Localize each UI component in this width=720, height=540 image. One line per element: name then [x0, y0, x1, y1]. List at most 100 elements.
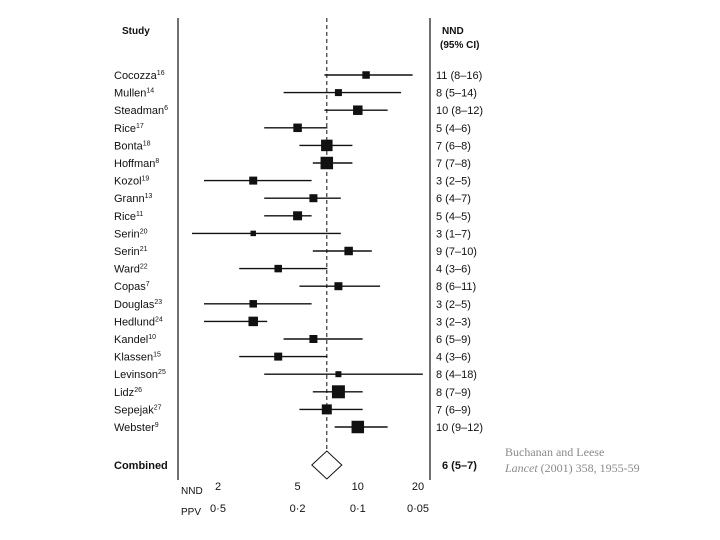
study-label: Sepejak27 — [114, 404, 162, 416]
study-label: Mullen14 — [114, 88, 154, 100]
point-estimate-marker — [274, 352, 283, 361]
nnd-ci-label: 7 (6–8) — [436, 140, 471, 152]
study-label: Hoffman8 — [114, 158, 159, 170]
point-estimate-marker — [250, 230, 256, 237]
nnd-ci-label: 3 (1–7) — [436, 228, 471, 240]
combined-label: Combined — [114, 460, 168, 472]
study-label: Kandel10 — [114, 334, 156, 346]
point-estimate-marker — [293, 123, 302, 133]
study-row: Levinson25 8 (4–18) — [114, 369, 477, 381]
point-estimate-marker — [334, 89, 342, 97]
study-row: Cocozza16 11 (8–16) — [114, 70, 482, 82]
nnd-ci-label: 6 (4–7) — [436, 193, 471, 205]
nnd-ci-label: 11 (8–16) — [436, 70, 482, 82]
study-row: Sepejak27 7 (6–9) — [114, 404, 471, 416]
study-row: Rice17 5 (4–6) — [114, 123, 471, 135]
ppv-tick-label: 0·1 — [350, 503, 366, 515]
nnd-ci-label: 6 (5–9) — [436, 334, 471, 346]
study-row: Kandel10 6 (5–9) — [114, 334, 471, 346]
point-estimate-marker — [331, 385, 345, 399]
study-row: Copas7 8 (6–11) — [114, 281, 476, 293]
study-row: Serin21 9 (7–10) — [114, 246, 477, 258]
ppv-tick-label: 0·5 — [210, 503, 226, 515]
study-row: Grann13 6 (4–7) — [114, 193, 471, 205]
nnd-ci-label: 3 (2–5) — [436, 176, 471, 188]
nnd-tick-label: 10 — [352, 481, 364, 493]
study-row: Serin20 3 (1–7) — [114, 228, 471, 240]
nnd-ci-label: 5 (4–5) — [436, 211, 471, 223]
study-row: Rice11 5 (4–5) — [114, 211, 471, 223]
point-estimate-marker — [320, 156, 334, 170]
point-estimate-marker — [321, 404, 332, 415]
study-row: Douglas23 3 (2–5) — [114, 299, 471, 311]
study-label: Ward22 — [114, 264, 148, 276]
citation-journal: Lancet — [505, 461, 538, 475]
study-row: Kozol19 3 (2–5) — [114, 176, 471, 188]
nnd-ci-column-header: (95% CI) — [440, 40, 479, 51]
point-estimate-marker — [335, 371, 342, 378]
point-estimate-marker — [344, 246, 353, 256]
study-row: Mullen14 8 (5–14) — [114, 88, 477, 100]
point-estimate-marker — [249, 176, 258, 185]
study-label: Hedlund24 — [114, 316, 163, 328]
combined-diamond — [311, 450, 343, 480]
study-row: Hoffman8 7 (7–8) — [114, 156, 471, 170]
nnd-ci-label: 3 (2–3) — [436, 316, 471, 328]
citation-authors: Buchanan and Leese — [505, 445, 605, 459]
study-row: Lidz26 8 (7–9) — [114, 385, 471, 399]
nnd-tick-label: 5 — [295, 481, 301, 493]
study-label: Bonta18 — [114, 140, 151, 152]
study-label: Levinson25 — [114, 369, 166, 381]
point-estimate-marker — [309, 335, 318, 343]
study-label: Webster9 — [114, 422, 159, 434]
point-estimate-marker — [274, 264, 282, 273]
study-label: Serin20 — [114, 228, 148, 240]
nnd-ci-label: 7 (7–8) — [436, 158, 471, 170]
nnd-ci-label: 8 (5–14) — [436, 88, 477, 100]
nnd-axis-name: NND — [181, 486, 203, 497]
study-row: Steadman6 10 (8–12) — [114, 105, 483, 117]
study-row: Klassen15 4 (3–6) — [114, 352, 471, 364]
nnd-ci-label: 3 (2–5) — [436, 299, 471, 311]
nnd-ci-label: 4 (3–6) — [436, 352, 471, 364]
citation-details: (2001) 358, 1955-59 — [537, 461, 640, 475]
nnd-ci-label: 10 (9–12) — [436, 422, 483, 434]
study-label: Douglas23 — [114, 299, 162, 311]
nnd-ci-label: 8 (6–11) — [436, 281, 476, 293]
point-estimate-marker — [362, 71, 370, 79]
study-row: Bonta18 7 (6–8) — [114, 139, 471, 152]
ppv-tick-label: 0·05 — [407, 503, 429, 515]
study-label: Rice17 — [114, 123, 144, 135]
study-label: Serin21 — [114, 246, 148, 258]
point-estimate-marker — [321, 139, 333, 152]
study-row: Ward22 4 (3–6) — [114, 264, 471, 276]
nnd-ci-label: 4 (3–6) — [436, 264, 471, 276]
combined-nnd-ci-label: 6 (5–7) — [442, 460, 477, 472]
point-estimate-marker — [248, 316, 258, 327]
study-label: Steadman6 — [114, 105, 168, 117]
nnd-tick-label: 20 — [412, 481, 424, 493]
nnd-column-header: NND — [442, 26, 464, 37]
study-column-header: Study — [122, 26, 150, 37]
study-label: Kozol19 — [114, 176, 149, 188]
nnd-ci-label: 5 (4–6) — [436, 123, 471, 135]
study-row: Webster9 10 (9–12) — [114, 420, 483, 434]
study-label: Cocozza16 — [114, 70, 165, 82]
citation: Buchanan and Leese Lancet (2001) 358, 19… — [505, 444, 685, 476]
nnd-ci-label: 7 (6–9) — [436, 404, 471, 416]
point-estimate-marker — [334, 282, 343, 291]
nnd-ci-label: 9 (7–10) — [436, 246, 477, 258]
study-label: Rice11 — [114, 211, 143, 223]
point-estimate-marker — [351, 420, 365, 434]
point-estimate-marker — [293, 211, 303, 221]
study-label: Lidz26 — [114, 387, 142, 399]
nnd-tick-label: 2 — [215, 481, 221, 493]
nnd-ci-label: 8 (4–18) — [436, 369, 477, 381]
nnd-ci-label: 8 (7–9) — [436, 387, 471, 399]
study-label: Copas7 — [114, 281, 150, 293]
ppv-tick-label: 0·2 — [290, 503, 306, 515]
point-estimate-marker — [309, 194, 318, 203]
point-estimate-marker — [249, 300, 257, 308]
point-estimate-marker — [353, 105, 363, 115]
